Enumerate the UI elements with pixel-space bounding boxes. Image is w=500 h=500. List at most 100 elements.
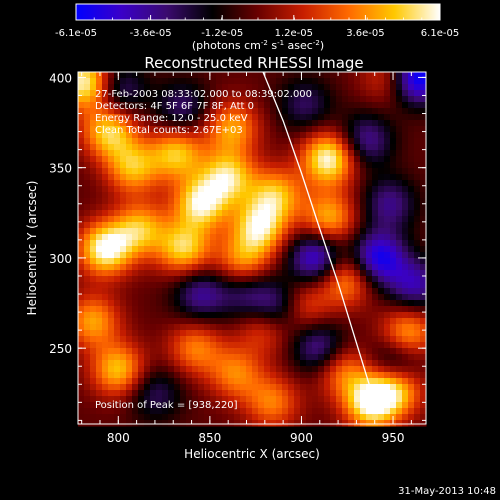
heatmap-cell	[420, 96, 427, 103]
heatmap-cell	[210, 378, 217, 385]
heatmap-cell	[96, 342, 103, 349]
heatmap-cell	[180, 84, 187, 91]
heatmap-cell	[156, 108, 163, 115]
heatmap-cell	[270, 312, 277, 319]
heatmap-cell	[156, 282, 163, 289]
heatmap-cell	[156, 366, 163, 373]
heatmap-cell	[138, 252, 145, 259]
heatmap-cell	[198, 276, 205, 283]
heatmap-cell	[414, 366, 421, 373]
heatmap-cell	[114, 138, 121, 145]
heatmap-cell	[300, 246, 307, 253]
heatmap-cell	[192, 348, 199, 355]
heatmap-cell	[402, 180, 409, 187]
heatmap-cell	[390, 222, 397, 229]
heatmap-cell	[348, 180, 355, 187]
heatmap-cell	[258, 384, 265, 391]
heatmap-cell	[216, 144, 223, 151]
heatmap-cell	[84, 108, 91, 115]
heatmap-cell	[276, 384, 283, 391]
heatmap-cell	[324, 258, 331, 265]
heatmap-cell	[270, 174, 277, 181]
heatmap-cell	[258, 216, 265, 223]
heatmap-cell	[168, 258, 175, 265]
heatmap-cell	[360, 222, 367, 229]
heatmap-cell	[270, 210, 277, 217]
heatmap-cell	[354, 138, 361, 145]
heatmap-cell	[84, 144, 91, 151]
heatmap-cell	[186, 240, 193, 247]
colorbar-tick-label: 1.2e-05	[275, 28, 313, 39]
heatmap-cell	[90, 312, 97, 319]
heatmap-cell	[240, 144, 247, 151]
heatmap-cell	[276, 354, 283, 361]
heatmap-cell	[114, 306, 121, 313]
heatmap-cell	[216, 360, 223, 367]
heatmap-cell	[120, 294, 127, 301]
heatmap-cell	[384, 312, 391, 319]
heatmap-cell	[84, 330, 91, 337]
heatmap-cell	[156, 330, 163, 337]
heatmap-cell	[90, 180, 97, 187]
heatmap-cell	[300, 294, 307, 301]
heatmap-cell	[180, 174, 187, 181]
heatmap-cell	[336, 84, 343, 91]
heatmap-cell	[408, 348, 415, 355]
heatmap-cell	[108, 210, 115, 217]
heatmap-cell	[384, 330, 391, 337]
heatmap-cell	[390, 366, 397, 373]
heatmap-cell	[210, 222, 217, 229]
heatmap-cell	[396, 180, 403, 187]
heatmap-cell	[192, 144, 199, 151]
heatmap-cell	[144, 378, 151, 385]
heatmap-cell	[318, 138, 325, 145]
heatmap-cell	[186, 378, 193, 385]
heatmap-cell	[420, 402, 427, 409]
heatmap-cell	[318, 384, 325, 391]
heatmap-cell	[384, 108, 391, 115]
heatmap-cell	[150, 276, 157, 283]
heatmap-cell	[84, 384, 91, 391]
heatmap-cell	[360, 198, 367, 205]
heatmap-cell	[246, 252, 253, 259]
heatmap-cell	[144, 216, 151, 223]
heatmap-cell	[378, 210, 385, 217]
heatmap-cell	[96, 138, 103, 145]
heatmap-cell	[228, 174, 235, 181]
heatmap-cell	[330, 150, 337, 157]
heatmap-cell	[180, 354, 187, 361]
heatmap-cell	[330, 204, 337, 211]
heatmap-cell	[276, 258, 283, 265]
heatmap-cell	[114, 204, 121, 211]
heatmap-cell	[90, 120, 97, 127]
heatmap-cell	[126, 162, 133, 169]
heatmap-cell	[174, 294, 181, 301]
y-tick-label: 400	[49, 71, 72, 85]
heatmap-cell	[336, 78, 343, 85]
heatmap-cell	[132, 390, 139, 397]
heatmap-cell	[276, 72, 283, 79]
heatmap-cell	[336, 360, 343, 367]
heatmap-cell	[150, 306, 157, 313]
heatmap-cell	[282, 150, 289, 157]
heatmap-cell	[186, 102, 193, 109]
heatmap-cell	[126, 228, 133, 235]
heatmap-cell	[378, 348, 385, 355]
heatmap-cell	[354, 354, 361, 361]
heatmap-cell	[402, 246, 409, 253]
heatmap-cell	[132, 234, 139, 241]
heatmap-cell	[288, 96, 295, 103]
heatmap-cell	[384, 324, 391, 331]
heatmap-cell	[108, 126, 115, 133]
heatmap-cell	[156, 396, 163, 403]
heatmap-cell	[198, 252, 205, 259]
heatmap-cell	[108, 150, 115, 157]
heatmap-cell	[90, 156, 97, 163]
heatmap-cell	[108, 90, 115, 97]
heatmap-cell	[156, 78, 163, 85]
heatmap-cell	[282, 198, 289, 205]
heatmap-cell	[240, 234, 247, 241]
heatmap-cell	[234, 72, 241, 79]
heatmap-cell	[144, 96, 151, 103]
heatmap-cell	[228, 180, 235, 187]
